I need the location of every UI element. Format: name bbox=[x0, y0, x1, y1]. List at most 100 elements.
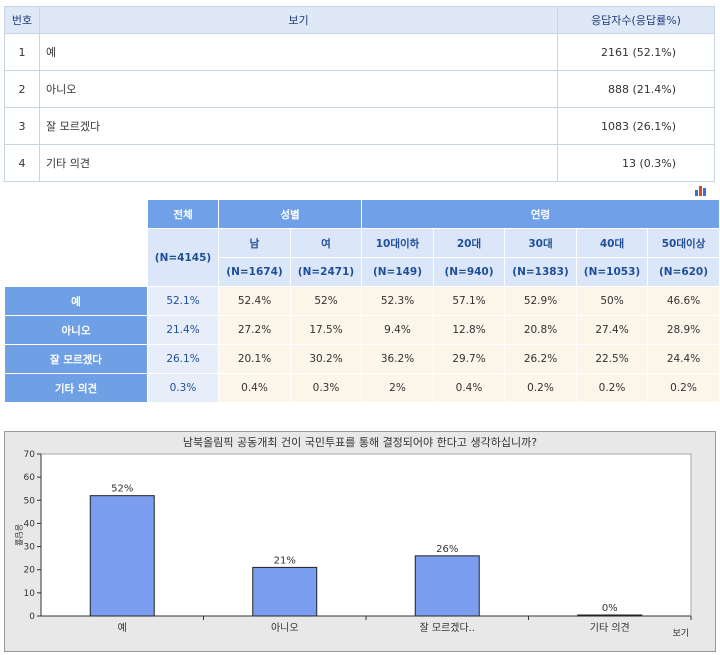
data-cell: 12.8% bbox=[433, 315, 505, 345]
data-cell: 0.2% bbox=[504, 373, 577, 403]
data-cell: 0.4% bbox=[433, 373, 505, 403]
data-cell: 52.9% bbox=[504, 286, 577, 316]
header-option: 보기 bbox=[39, 6, 558, 34]
bar bbox=[252, 566, 318, 617]
y-tick-label: 10 bbox=[24, 589, 36, 599]
total-n: (N=4145) bbox=[147, 228, 219, 287]
x-tick-label: 잘 모르겠다.. bbox=[419, 622, 475, 634]
bar bbox=[577, 614, 643, 617]
x-tick-label: 기타 의견 bbox=[590, 622, 630, 634]
table-row: 아니오 21.4% 27.2% 17.5% 9.4% 12.8% 20.8% 2… bbox=[4, 315, 720, 345]
corner-cell bbox=[4, 199, 148, 287]
group-gender: 성별 bbox=[218, 199, 362, 229]
table-row: 2 아니오 888 (21.4%) bbox=[4, 70, 715, 108]
total-cell: 21.4% bbox=[147, 315, 219, 345]
bar bbox=[414, 555, 480, 617]
bar-value-label: 52% bbox=[111, 484, 133, 495]
data-cell: 36.2% bbox=[361, 344, 434, 374]
data-cell: 30.2% bbox=[290, 344, 362, 374]
table-row: 기타 의견 0.3% 0.4% 0.3% 2% 0.4% 0.2% 0.2% 0… bbox=[4, 373, 720, 403]
y-tick-label: 0 bbox=[29, 612, 35, 622]
data-cell: 0.2% bbox=[576, 373, 648, 403]
total-cell: 0.3% bbox=[147, 373, 219, 403]
row-value: 2161 (52.1%) bbox=[557, 33, 715, 71]
row-number: 4 bbox=[4, 144, 40, 182]
row-label: 잘 모르겠다 bbox=[39, 107, 558, 145]
row-number: 2 bbox=[4, 70, 40, 108]
sub-header-50plus: 50대이상 bbox=[647, 228, 720, 258]
data-cell: 24.4% bbox=[647, 344, 720, 374]
bar-chart-icon[interactable] bbox=[694, 184, 708, 196]
y-tick-label: 30 bbox=[24, 543, 36, 553]
table-row: 잘 모르겠다 26.1% 20.1% 30.2% 36.2% 29.7% 26.… bbox=[4, 344, 720, 374]
n-female: (N=2471) bbox=[290, 257, 362, 287]
sub-header-20s: 20대 bbox=[433, 228, 505, 258]
x-tick-label: 예 bbox=[118, 622, 127, 634]
sub-header-30s: 30대 bbox=[504, 228, 577, 258]
y-tick-label: 40 bbox=[24, 519, 36, 529]
total-cell: 52.1% bbox=[147, 286, 219, 316]
response-table-header: 번호 보기 응답자수(응답률%) bbox=[4, 6, 715, 34]
row-number: 3 bbox=[4, 107, 40, 145]
data-cell: 50% bbox=[576, 286, 648, 316]
crosstab-table: 전체 성별 연령 (N=4145) 남 여 10대이하 20대 30대 40대 … bbox=[4, 199, 720, 403]
table-row: 1 예 2161 (52.1%) bbox=[4, 33, 715, 71]
row-label: 예 bbox=[39, 33, 558, 71]
n-male: (N=1674) bbox=[218, 257, 291, 287]
bar-value-label: 26% bbox=[436, 544, 458, 555]
sub-header-female: 여 bbox=[290, 228, 362, 258]
n-20s: (N=940) bbox=[433, 257, 505, 287]
n-50plus: (N=620) bbox=[647, 257, 720, 287]
x-tick-label: 아니오 bbox=[271, 622, 299, 634]
row-number: 1 bbox=[4, 33, 40, 71]
table-row: 4 기타 의견 13 (0.3%) bbox=[4, 144, 715, 182]
n-40s: (N=1053) bbox=[576, 257, 648, 287]
x-axis-label: 보기 bbox=[672, 628, 689, 639]
data-cell: 0.2% bbox=[647, 373, 720, 403]
y-tick-label: 60 bbox=[24, 473, 36, 483]
row-header: 잘 모르겠다 bbox=[4, 344, 148, 374]
data-cell: 29.7% bbox=[433, 344, 505, 374]
data-cell: 17.5% bbox=[290, 315, 362, 345]
data-cell: 52.4% bbox=[218, 286, 291, 316]
data-cell: 0.4% bbox=[218, 373, 291, 403]
data-cell: 27.4% bbox=[576, 315, 648, 345]
bar-chart: 남북올림픽 공동개최 건이 국민투표를 통해 결정되어야 한다고 생각하십니까?… bbox=[4, 431, 716, 652]
y-tick-label: 20 bbox=[24, 566, 36, 576]
data-cell: 20.8% bbox=[504, 315, 577, 345]
data-cell: 52% bbox=[290, 286, 362, 316]
bar-value-label: 21% bbox=[274, 555, 296, 566]
chart-title: 남북올림픽 공동개최 건이 국민투표를 통해 결정되어야 한다고 생각하십니까? bbox=[183, 435, 537, 449]
data-cell: 28.9% bbox=[647, 315, 720, 345]
y-axis-label: 응답률 bbox=[14, 524, 24, 546]
row-value: 1083 (26.1%) bbox=[557, 107, 715, 145]
group-age: 연령 bbox=[361, 199, 720, 229]
n-30s: (N=1383) bbox=[504, 257, 577, 287]
data-cell: 46.6% bbox=[647, 286, 720, 316]
sub-header-male: 남 bbox=[218, 228, 291, 258]
table-row: 3 잘 모르겠다 1083 (26.1%) bbox=[4, 107, 715, 145]
row-header: 아니오 bbox=[4, 315, 148, 345]
bar bbox=[89, 495, 155, 617]
header-number: 번호 bbox=[4, 6, 40, 34]
data-cell: 27.2% bbox=[218, 315, 291, 345]
y-tick-label: 70 bbox=[24, 450, 36, 460]
sub-header-teens: 10대이하 bbox=[361, 228, 434, 258]
table-row: 예 52.1% 52.4% 52% 52.3% 57.1% 52.9% 50% … bbox=[4, 286, 720, 316]
sub-header-40s: 40대 bbox=[576, 228, 648, 258]
response-table: 번호 보기 응답자수(응답률%) 1 예 2161 (52.1%) 2 아니오 … bbox=[4, 6, 715, 182]
row-label: 기타 의견 bbox=[39, 144, 558, 182]
data-cell: 0.3% bbox=[290, 373, 362, 403]
n-teens: (N=149) bbox=[361, 257, 434, 287]
row-value: 13 (0.3%) bbox=[557, 144, 715, 182]
row-value: 888 (21.4%) bbox=[557, 70, 715, 108]
row-label: 아니오 bbox=[39, 70, 558, 108]
data-cell: 52.3% bbox=[361, 286, 434, 316]
data-cell: 20.1% bbox=[218, 344, 291, 374]
bar-value-label: 0% bbox=[602, 603, 618, 614]
group-total: 전체 bbox=[147, 199, 219, 229]
y-tick-label: 50 bbox=[24, 496, 36, 506]
total-cell: 26.1% bbox=[147, 344, 219, 374]
data-cell: 2% bbox=[361, 373, 434, 403]
data-cell: 57.1% bbox=[433, 286, 505, 316]
